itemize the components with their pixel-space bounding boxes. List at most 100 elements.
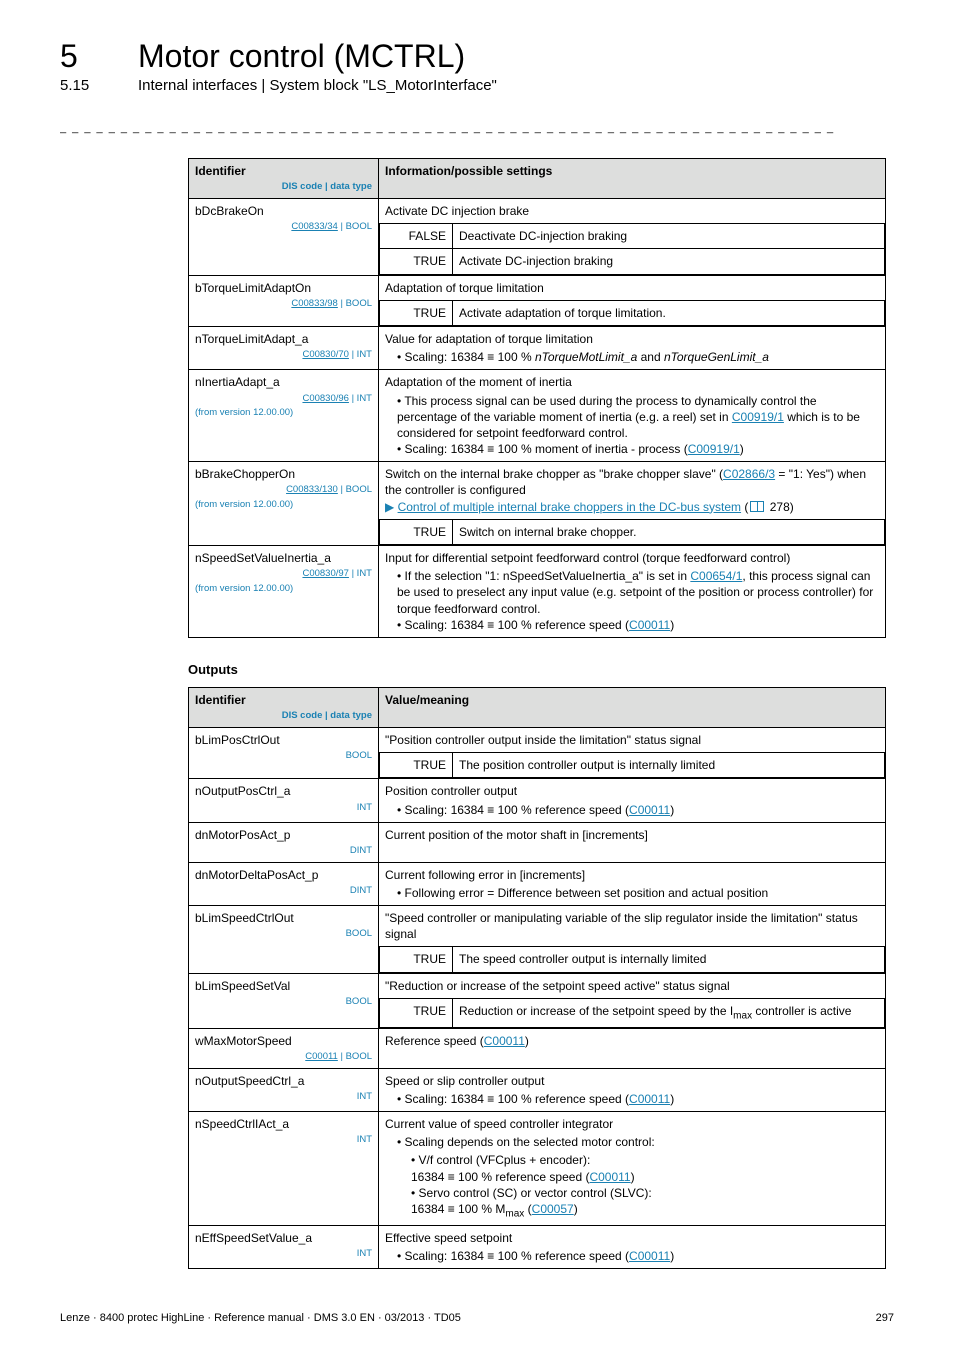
- desc-cell: "Position controller output inside the l…: [379, 727, 886, 752]
- dis-code: C00830/97 | INT: [195, 568, 372, 581]
- identifier-name: bTorqueLimitAdaptOn: [195, 281, 311, 295]
- page-container: 5 Motor control (MCTRL) 5.15 Internal in…: [0, 0, 954, 1269]
- identifier-cell: wMaxMotorSpeed C00011 | BOOL: [189, 1028, 379, 1068]
- chapter-number: 5: [60, 40, 100, 72]
- identifier-name: nTorqueLimitAdapt_a: [195, 332, 308, 346]
- sub-key: TRUE: [380, 249, 453, 274]
- nested-table: TRUEThe position controller output is in…: [379, 753, 885, 778]
- sub-key: TRUE: [380, 520, 453, 545]
- identifier-name: nOutputSpeedCtrl_a: [195, 1074, 304, 1088]
- nested-cell: FALSEDeactivate DC-injection brakingTRUE…: [379, 224, 886, 275]
- nested-table: FALSEDeactivate DC-injection brakingTRUE…: [379, 224, 885, 274]
- sub-key: TRUE: [380, 301, 453, 326]
- table-row: nTorqueLimitAdapt_a C00830/70 | INT Value …: [189, 326, 886, 369]
- table-row: nInertiaAdapt_aC00830/96 | INT(from vers…: [189, 370, 886, 462]
- sub-value: Deactivate DC-injection braking: [453, 224, 885, 249]
- dis-code: BOOL: [195, 750, 372, 763]
- dis-header: DIS code | data type: [195, 181, 372, 194]
- table-row: nSpeedSetValueInertia_aC00830/97 | INT(f…: [189, 546, 886, 638]
- col-identifier-label: Identifier: [195, 693, 246, 707]
- sub-value: The position controller output is intern…: [453, 753, 885, 778]
- desc-cell: Position controller outputScaling: 16384…: [379, 779, 886, 822]
- identifier-name: nSpeedCtrlIAct_a: [195, 1117, 289, 1131]
- sub-value: Switch on internal brake chopper.: [453, 520, 885, 545]
- nested-cell: TRUEThe position controller output is in…: [379, 753, 886, 779]
- separator-dashes: _ _ _ _ _ _ _ _ _ _ _ _ _ _ _ _ _ _ _ _ …: [60, 122, 894, 134]
- identifier-name: nOutputPosCtrl_a: [195, 784, 290, 798]
- identifier-cell: dnMotorPosAct_pDINT: [189, 822, 379, 862]
- footer-page-number: 297: [876, 1312, 894, 1324]
- table-head-row: Identifier DIS code | data type Informat…: [189, 159, 886, 199]
- dis-code: C00833/98 | BOOL: [195, 298, 372, 311]
- sub-value: The speed controller output is internall…: [453, 947, 885, 972]
- sub-row: TRUEReduction or increase of the setpoin…: [380, 999, 885, 1027]
- section-number: 5.15: [60, 77, 100, 94]
- dis-header: DIS code | data type: [195, 710, 372, 723]
- desc-cell: "Reduction or increase of the setpoint s…: [379, 973, 886, 998]
- table-row: bTorqueLimitAdaptOnC00833/98 | BOOLAdapt…: [189, 275, 886, 300]
- dis-code: C00833/34 | BOOL: [195, 221, 372, 234]
- table-row: nEffSpeedSetValue_a INT Effective speed se…: [189, 1225, 886, 1268]
- desc-cell: Current following error in [increments]F…: [379, 862, 886, 905]
- nested-table: TRUEThe speed controller output is inter…: [379, 947, 885, 972]
- nested-cell: TRUEThe speed controller output is inter…: [379, 947, 886, 973]
- identifier-name: nInertiaAdapt_a: [195, 375, 280, 389]
- table-row: nOutputPosCtrl_aINTPosition controller o…: [189, 779, 886, 822]
- col-identifier: Identifier DIS code | data type: [189, 159, 379, 199]
- identifier-value-table: Identifier DIS code | data type Value/me…: [188, 687, 886, 1269]
- desc-cell: Reference speed (C00011): [379, 1028, 886, 1068]
- sub-value: Reduction or increase of the setpoint sp…: [453, 999, 885, 1027]
- table-row: bDcBrakeOnC00833/34 | BOOLActivate DC in…: [189, 199, 886, 224]
- dis-code: INT: [195, 1248, 372, 1261]
- dis-code: BOOL: [195, 996, 372, 1009]
- identifier-name: bLimSpeedSetVal: [195, 979, 290, 993]
- identifier-cell: bLimSpeedSetVal BOOL: [189, 973, 379, 1028]
- dis-code: DINT: [195, 885, 372, 898]
- desc-cell: Effective speed setpointScaling: 16384 ≡…: [379, 1225, 886, 1268]
- identifier-cell: nTorqueLimitAdapt_a C00830/70 | INT: [189, 326, 379, 369]
- identifier-cell: bBrakeChopperOnC00833/130 | BOOL(from ve…: [189, 462, 379, 546]
- page-footer: Lenze · 8400 protec HighLine · Reference…: [60, 1312, 894, 1324]
- col-identifier: Identifier DIS code | data type: [189, 687, 379, 727]
- nested-table: TRUEActivate adaptation of torque limita…: [379, 301, 885, 326]
- nested-cell: TRUESwitch on internal brake chopper.: [379, 519, 886, 545]
- desc-cell: Speed or slip controller outputScaling: …: [379, 1068, 886, 1111]
- identifier-cell: bLimSpeedCtrlOutBOOL: [189, 906, 379, 974]
- dis-code: INT: [195, 1134, 372, 1147]
- desc-cell: Current value of speed controller integr…: [379, 1112, 886, 1226]
- identifier-name: bLimSpeedCtrlOut: [195, 911, 294, 925]
- desc-cell: Adaptation of torque limitation: [379, 275, 886, 300]
- dis-code: C00830/96 | INT: [195, 393, 372, 406]
- identifier-name: wMaxMotorSpeed: [195, 1034, 292, 1048]
- outputs-heading: Outputs: [188, 662, 886, 677]
- identifier-cell: nOutputSpeedCtrl_aINT: [189, 1068, 379, 1111]
- dis-code: C00833/130 | BOOL: [195, 484, 372, 497]
- col-identifier-label: Identifier: [195, 164, 246, 178]
- identifier-cell: bDcBrakeOnC00833/34 | BOOL: [189, 199, 379, 276]
- sub-row: TRUEThe speed controller output is inter…: [380, 947, 885, 972]
- identifier-name: bLimPosCtrlOut: [195, 733, 280, 747]
- identifier-name: nEffSpeedSetValue_a: [195, 1231, 312, 1245]
- table-row: dnMotorPosAct_pDINTCurrent position of t…: [189, 822, 886, 862]
- col-info: Information/possible settings: [379, 159, 886, 199]
- dis-code: C00830/70 | INT: [195, 349, 372, 362]
- desc-cell: Adaptation of the moment of inertiaThis …: [379, 370, 886, 462]
- table-head-row: Identifier DIS code | data type Value/me…: [189, 687, 886, 727]
- sub-key: FALSE: [380, 224, 453, 249]
- identifier-info-table: Identifier DIS code | data type Informat…: [188, 158, 886, 638]
- sub-value: Activate DC-injection braking: [453, 249, 885, 274]
- sub-row: TRUEThe position controller output is in…: [380, 753, 885, 778]
- nested-cell: TRUEReduction or increase of the setpoin…: [379, 998, 886, 1028]
- identifier-name: dnMotorPosAct_p: [195, 828, 290, 842]
- identifier-name: bBrakeChopperOn: [195, 467, 295, 481]
- table-row: nSpeedCtrlIAct_a INT Current value of spee…: [189, 1112, 886, 1226]
- sub-row: TRUESwitch on internal brake chopper.: [380, 520, 885, 545]
- nested-table: TRUEReduction or increase of the setpoin…: [379, 999, 885, 1028]
- section-header: 5.15 Internal interfaces | System block …: [60, 77, 894, 94]
- identifier-cell: bTorqueLimitAdaptOn C00833/98 | BOOL: [189, 275, 379, 326]
- table-row: dnMotorDeltaPosAct_pDINTCurrent followin…: [189, 862, 886, 905]
- identifier-cell: nInertiaAdapt_aC00830/96 | INT(from vers…: [189, 370, 379, 462]
- identifier-cell: nOutputPosCtrl_aINT: [189, 779, 379, 822]
- desc-cell: Value for adaptation of torque limitatio…: [379, 326, 886, 369]
- dis-code: C00011 | BOOL: [195, 1051, 372, 1064]
